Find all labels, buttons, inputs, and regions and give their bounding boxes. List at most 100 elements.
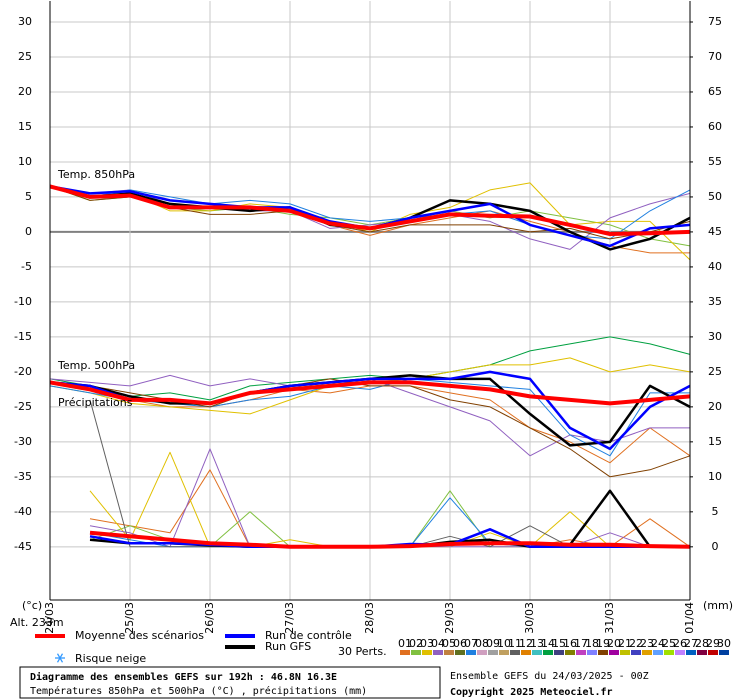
perturbation-swatch	[400, 650, 410, 655]
y-tick-label: 0	[25, 225, 32, 238]
y2-tick-label: 35	[708, 295, 722, 308]
y2-tick-label: 70	[708, 50, 722, 63]
perturbation-number: 26	[673, 637, 687, 650]
mean-line	[89, 530, 691, 549]
perturbation-swatch	[554, 650, 564, 655]
x-tick-label: 29/03	[443, 602, 456, 634]
y2-tick-label: 75	[708, 15, 722, 28]
perturbations-label: 30 Perts.	[338, 645, 387, 658]
perturbation-swatch	[499, 650, 509, 655]
y-axis-label: (°c)	[22, 599, 42, 612]
x-tick-label: 31/03	[603, 602, 616, 634]
plot	[49, 182, 691, 549]
perturbation-number: 08	[475, 637, 489, 650]
perturbation-swatch	[631, 650, 641, 655]
x-tick-label: 27/03	[283, 602, 296, 634]
group-label: Temp. 500hPa	[57, 359, 135, 372]
mean-line	[49, 184, 691, 236]
perturbation-swatch	[587, 650, 597, 655]
y-tick-label: 15	[18, 120, 32, 133]
perturbation-number: 05	[442, 637, 456, 650]
group-label: Précipitations	[58, 396, 133, 409]
x-tick-label: 24/03	[43, 602, 56, 634]
perturbation-swatch	[422, 650, 432, 655]
perturbation-swatch	[433, 650, 443, 655]
axes: -45 -40 -35 -30 -25 -20 -15 -10 -5 0 5 10 15 20 25 30 0 5…	[14, 1, 722, 634]
y2-tick-label: 40	[708, 260, 722, 273]
group-label: Temp. 850hPa	[57, 168, 135, 181]
y-tick-label: -15	[14, 330, 32, 343]
perturbation-number: 06	[453, 637, 467, 650]
perturbation-number: 11	[508, 637, 522, 650]
perturbation-number: 24	[651, 637, 665, 650]
y-tick-label: 25	[18, 50, 32, 63]
y2-tick-label: 50	[708, 190, 722, 203]
y2-tick-label: 65	[708, 85, 722, 98]
y2-tick-label: 55	[708, 155, 722, 168]
y-tick-label: -40	[14, 505, 32, 518]
x-tick-label: 01/04	[683, 602, 696, 634]
y-tick-label: -25	[14, 400, 32, 413]
perturbation-swatch	[576, 650, 586, 655]
y-tick-label: -5	[21, 260, 32, 273]
y-tick-label: -20	[14, 365, 32, 378]
y-tick-label: -30	[14, 435, 32, 448]
legend-label: Moyenne des scénarios	[75, 629, 204, 642]
perturbation-swatch	[411, 650, 421, 655]
legend-label: Run de contrôle	[265, 629, 352, 642]
y2-tick-label: 25	[708, 365, 722, 378]
perturbation-swatch	[488, 650, 498, 655]
y2-tick-label: 10	[708, 470, 722, 483]
perturbation-number: 03	[420, 637, 434, 650]
perturbation-number: 22	[629, 637, 643, 650]
perturbation-number: 16	[563, 637, 577, 650]
perturbation-number: 21	[618, 637, 632, 650]
x-tick-label: 30/03	[523, 602, 536, 634]
perturbation-number: 23	[640, 637, 654, 650]
y2-tick-label: 15	[708, 435, 722, 448]
y2-tick-label: 0	[712, 540, 719, 553]
perturbation-number: 30	[717, 637, 731, 650]
snow-legend: Risque neige	[75, 652, 146, 665]
perturbation-number: 15	[552, 637, 566, 650]
y-tick-label: 30	[18, 15, 32, 28]
perturbation-swatch	[620, 650, 630, 655]
perturbation-number: 12	[519, 637, 533, 650]
perturbation-number: 18	[585, 637, 599, 650]
perturbation-swatch	[521, 650, 531, 655]
mean-line	[49, 380, 691, 406]
perturbation-line	[49, 336, 691, 401]
y-tick-label: 5	[25, 190, 32, 203]
y-tick-label: -45	[14, 540, 32, 553]
perturbation-swatch	[532, 650, 542, 655]
perturbation-swatch	[455, 650, 465, 655]
perturbation-number: 27	[684, 637, 698, 650]
perturbation-number: 20	[607, 637, 621, 650]
perturbation-number: 29	[706, 637, 720, 650]
perturbation-number: 13	[530, 637, 544, 650]
y2-tick-label: 20	[708, 400, 722, 413]
y-tick-label: 20	[18, 85, 32, 98]
perturbation-swatch	[686, 650, 696, 655]
perturbation-swatch	[642, 650, 652, 655]
perturbation-number: 28	[695, 637, 709, 650]
perturbation-swatch	[543, 650, 553, 655]
x-tick-label: 26/03	[203, 602, 216, 634]
footer-title: Diagramme des ensembles GEFS sur 192h : …	[30, 671, 337, 683]
perturbation-number: 17	[574, 637, 588, 650]
legend-label: Run GFS	[265, 640, 311, 653]
perturbation-number: 19	[596, 637, 610, 650]
perturbation-number: 07	[464, 637, 478, 650]
perturbation-number: 25	[662, 637, 676, 650]
y2-tick-label: 45	[708, 225, 722, 238]
perturbation-number: 01	[398, 637, 412, 650]
y-tick-label: -35	[14, 470, 32, 483]
x-tick-label: 28/03	[363, 602, 376, 634]
footer-box	[19, 666, 441, 699]
perturbation-number: 02	[409, 637, 423, 650]
perturbation-number: 14	[541, 637, 555, 650]
y2-tick-label: 5	[712, 505, 719, 518]
x-tick-label: 25/03	[123, 602, 136, 634]
perturbation-number: 10	[497, 637, 511, 650]
